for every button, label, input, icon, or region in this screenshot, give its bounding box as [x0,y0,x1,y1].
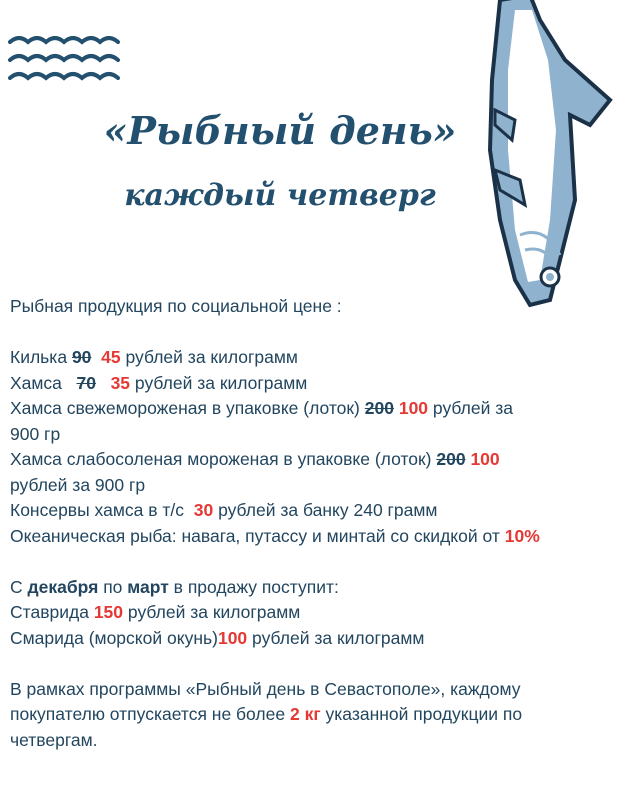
waves-icon [8,36,120,81]
new-price: 30 [193,500,214,520]
content: Рыбная продукция по социальной цене : Ки… [10,294,620,753]
limit: 2 кг [289,704,321,724]
page-subtitle: каждый четверг [124,178,436,213]
price-item: Килька 90 45 рублей за килограмм [10,347,298,367]
price-item: Консервы хамса в т/с 30 рублей за банку … [10,500,438,520]
page-title: «Рыбный день» [103,108,457,153]
note-line: покупателю отпускается не более 2 кг ука… [10,704,523,724]
new-price: 100 [470,449,500,469]
new-price: 45 [101,347,121,367]
note-line: четвергам. [10,729,98,750]
price-item-cont: 900 гр [10,423,61,444]
old-price: 200 [436,449,466,469]
season-item: Смарида (морской окунь)100 рублей за кил… [10,627,425,648]
new-price: 100 [398,398,429,418]
note-line: В рамках программы «Рыбный день в Севаст… [10,678,521,699]
season-heading: С декабря по март в продажу поступит: [10,576,339,597]
old-price: 90 [71,347,92,367]
intro-text: Рыбная продукция по социальной цене : [10,296,342,316]
price-item-cont: рублей за 900 гр [10,474,146,495]
old-price: 70 [76,372,96,393]
price-item: Хамса свежемороженая в упаковке (лоток) … [10,398,513,418]
price-item: Хамса слабосоленая мороженая в упаковке … [10,449,500,469]
discount: 10% [504,525,540,546]
price-item: Океаническая рыба: навага, путассу и мин… [10,525,540,546]
new-price: 35 [110,372,131,393]
old-price: 200 [364,398,394,418]
price-item: Хамса 70 35 рублей за килограмм [10,372,308,393]
season-item: Ставрида 150 рублей за килограмм [10,602,301,622]
fish-illustration [487,0,613,308]
